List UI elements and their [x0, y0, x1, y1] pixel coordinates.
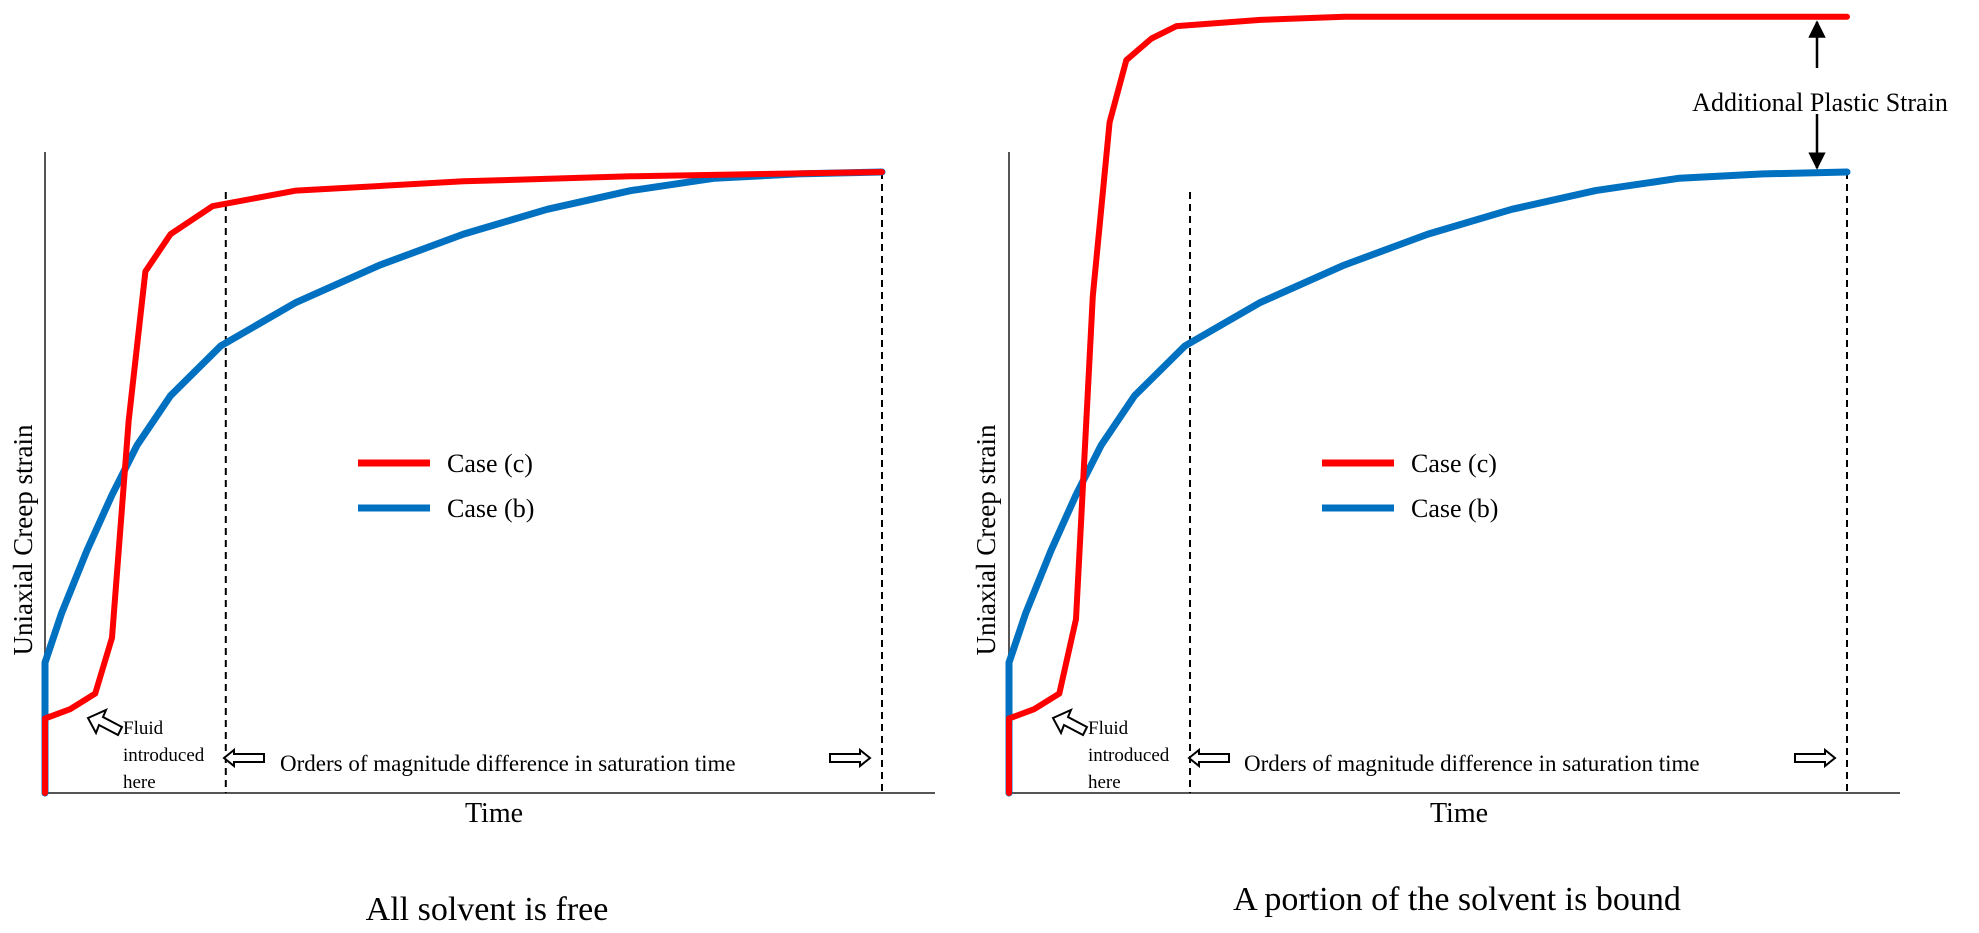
additional-strain-label: Additional Plastic Strain: [1692, 88, 1948, 117]
orders-annotation-left: Orders of magnitude difference in satura…: [222, 747, 872, 776]
x-axis-label-left: Time: [465, 798, 523, 829]
hollow-arrow-left-icon: [1187, 747, 1230, 769]
series-case-b-line-right: [1005, 168, 1851, 797]
panel-title-left: All solvent is free: [366, 891, 609, 928]
fluid-label-line1-right: Fluid: [1088, 718, 1129, 739]
fluid-label-line1-left: Fluid: [123, 718, 164, 739]
series-case-c-line-left: [42, 169, 885, 796]
legend-right: Case (c) Case (b): [1322, 449, 1498, 523]
hollow-arrow-icon: [1051, 708, 1089, 737]
legend-label-case-c-right: Case (c): [1411, 449, 1497, 478]
fluid-annotation-right: Fluid introduced here: [1051, 708, 1170, 793]
hollow-arrow-right-icon: [1794, 747, 1837, 769]
hollow-arrow-left-icon: [222, 747, 265, 769]
fluid-label-line3-left: here: [123, 772, 156, 793]
y-axis-label-left: Uniaxial Creep strain: [8, 424, 38, 655]
legend-label-case-b-left: Case (b): [447, 494, 534, 523]
fluid-annotation-left: Fluid introduced here: [86, 708, 205, 793]
legend-label-case-b-right: Case (b): [1411, 494, 1498, 523]
fluid-label-line2-left: introduced: [123, 745, 205, 766]
orders-label-left: Orders of magnitude difference in satura…: [280, 751, 736, 776]
legend-label-case-c-left: Case (c): [447, 449, 533, 478]
series-case-b-line-left: [41, 168, 886, 797]
x-axis-label-right: Time: [1430, 798, 1488, 829]
additional-strain-annotation: Additional Plastic Strain: [1689, 20, 1951, 170]
series-case-c-line-right: [1006, 13, 1850, 796]
panel-right: Uniaxial Creep strain Time A portion of …: [971, 13, 1951, 918]
hollow-arrow-right-icon: [829, 747, 872, 769]
hollow-arrow-icon: [86, 708, 124, 737]
orders-annotation-right: Orders of magnitude difference in satura…: [1187, 747, 1837, 776]
panel-title-right: A portion of the solvent is bound: [1233, 881, 1681, 918]
legend-left: Case (c) Case (b): [358, 449, 534, 523]
y-axis-label-right: Uniaxial Creep strain: [971, 424, 1001, 655]
orders-label-right: Orders of magnitude difference in satura…: [1244, 751, 1700, 776]
fluid-label-line2-right: introduced: [1088, 745, 1170, 766]
fluid-label-line3-right: here: [1088, 772, 1121, 793]
panel-left: Uniaxial Creep strain Time All solvent i…: [8, 152, 935, 928]
